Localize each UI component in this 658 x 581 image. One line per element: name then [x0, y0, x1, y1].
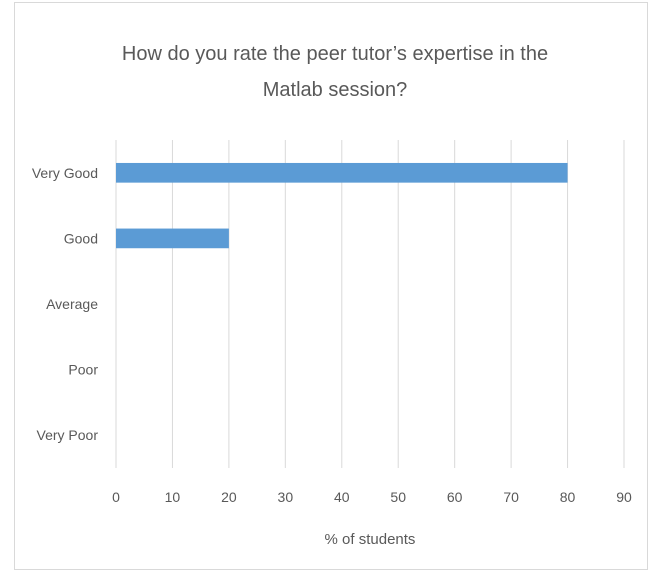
bar: [116, 162, 568, 183]
x-tick-label: 10: [165, 489, 181, 505]
category-label: Poor: [68, 362, 98, 378]
chart-frame: [14, 2, 648, 570]
category-label: Very Poor: [37, 427, 99, 443]
x-tick-label: 50: [390, 489, 406, 505]
gridlines: [115, 140, 625, 468]
bars: [116, 162, 568, 249]
x-tick-label: 0: [112, 489, 120, 505]
chart-title-line-2: Matlab session?: [263, 79, 408, 101]
category-label: Very Good: [32, 165, 98, 181]
category-label: Good: [64, 230, 98, 246]
chart-title-line-1: How do you rate the peer tutor’s experti…: [122, 43, 548, 65]
x-tick-label: 40: [334, 489, 350, 505]
category-labels: Very Good Good Average Poor Very Poor: [32, 165, 98, 443]
x-tick-label: 70: [503, 489, 519, 505]
x-tick-label: 60: [447, 489, 463, 505]
x-tick-label: 80: [560, 489, 576, 505]
x-axis-title: % of students: [325, 531, 416, 548]
x-tick-label: 90: [616, 489, 632, 505]
x-tick-label: 20: [221, 489, 237, 505]
bar: [116, 228, 229, 249]
x-tick-labels: 0 10 20 30 40 50 60 70 80 90: [112, 489, 632, 505]
category-label: Average: [46, 296, 98, 312]
x-tick-label: 30: [278, 489, 294, 505]
